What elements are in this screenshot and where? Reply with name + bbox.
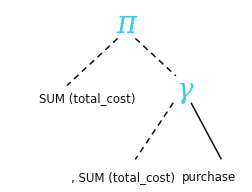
Text: , SUM (total_cost): , SUM (total_cost): [71, 171, 174, 184]
Text: SUM (total_cost): SUM (total_cost): [39, 92, 135, 105]
Text: γ: γ: [176, 77, 192, 104]
Text: purchase: purchase: [181, 171, 235, 184]
Text: π: π: [116, 9, 136, 41]
